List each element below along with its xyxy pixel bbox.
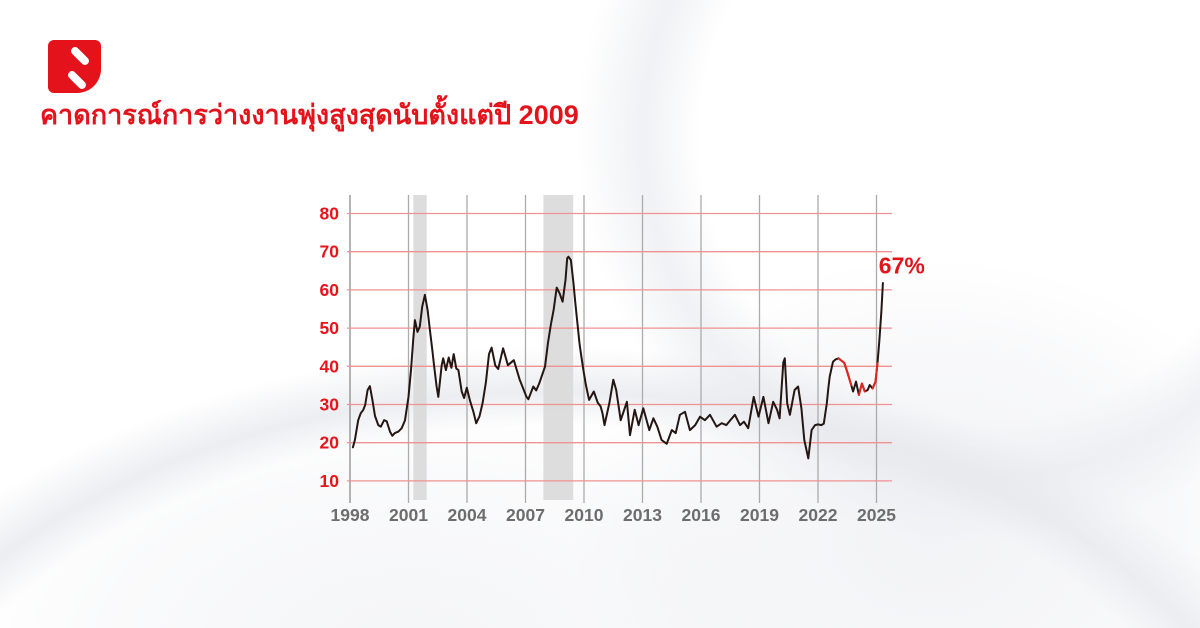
peak-annotation: 67% (879, 253, 925, 279)
headline: คาดการณ์การว่างงานพุ่งสูงสุดนับตั้งแต่ปี… (40, 100, 579, 130)
y-gridlines (347, 212, 892, 482)
svg-text:2010: 2010 (565, 505, 604, 525)
svg-text:1998: 1998 (331, 505, 370, 525)
svg-text:2025: 2025 (857, 505, 896, 525)
svg-text:20: 20 (320, 433, 340, 453)
y-tick-labels: 10 20 30 40 50 60 70 80 (320, 204, 340, 491)
recession-bands (413, 195, 574, 500)
x-gridlines (349, 195, 878, 503)
svg-text:2019: 2019 (740, 505, 779, 525)
svg-text:2007: 2007 (506, 505, 545, 525)
x-tick-labels: 1998 2001 2004 2007 2010 2013 2016 2019 2022 2025 (331, 505, 897, 525)
svg-text:10: 10 (320, 471, 340, 491)
svg-text:70: 70 (320, 242, 340, 262)
svg-text:40: 40 (320, 356, 340, 376)
svg-text:80: 80 (320, 204, 340, 224)
svg-text:60: 60 (320, 280, 340, 300)
svg-text:2004: 2004 (448, 505, 487, 525)
brand-logo (48, 40, 101, 93)
series-line (351, 255, 884, 460)
svg-text:2001: 2001 (389, 505, 428, 525)
svg-text:2013: 2013 (623, 505, 662, 525)
svg-text:2022: 2022 (799, 505, 838, 525)
svg-text:2016: 2016 (682, 505, 721, 525)
svg-text:50: 50 (320, 318, 340, 338)
svg-text:30: 30 (320, 395, 340, 415)
highlight-segments (837, 357, 879, 396)
